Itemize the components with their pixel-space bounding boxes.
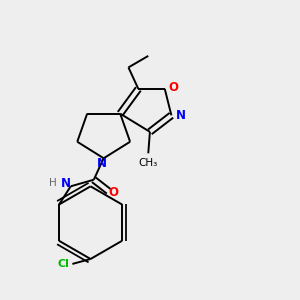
Text: H: H [49, 178, 56, 188]
Text: N: N [61, 176, 71, 190]
Text: CH₃: CH₃ [139, 158, 158, 168]
Text: N: N [97, 157, 107, 170]
Text: N: N [176, 109, 186, 122]
Text: O: O [168, 81, 178, 94]
Text: Cl: Cl [58, 259, 70, 269]
Text: O: O [109, 186, 118, 200]
